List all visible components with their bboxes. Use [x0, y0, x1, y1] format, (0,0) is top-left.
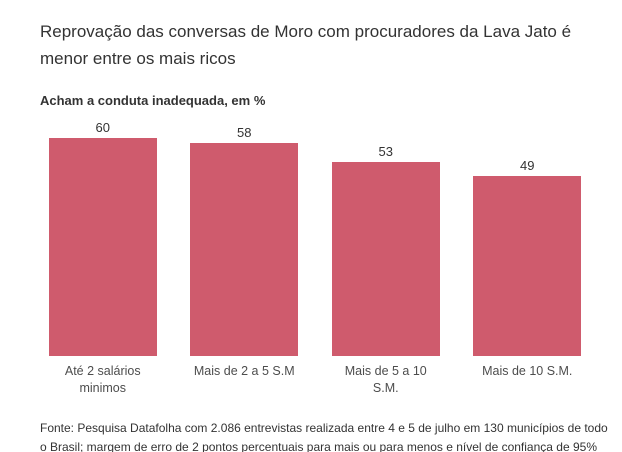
bar-value-label: 53 — [378, 144, 393, 160]
bar-category-label: Mais de 2 a 5 S.M — [193, 364, 295, 379]
bar-area: 53 — [315, 120, 457, 357]
bars-row: 60 Até 2 salários minimos 58 Mais de 2 a 5 … — [32, 120, 598, 397]
bar — [48, 138, 157, 357]
bar-column: 53 Mais de 5 a 10 S.M. — [315, 120, 457, 397]
bar-value-label: 60 — [95, 120, 110, 136]
bar — [331, 162, 440, 357]
bar — [473, 176, 582, 357]
chart-subtitle: Acham a conduta inadequada, em % — [40, 93, 266, 109]
bar-chart: 60 Até 2 salários minimos 58 Mais de 2 a 5 … — [32, 120, 598, 397]
bar-column: 60 Até 2 salários minimos — [32, 120, 174, 397]
bar-area: 49 — [457, 120, 599, 357]
bar-column: 58 Mais de 2 a 5 S.M — [174, 120, 316, 397]
source-note: Fonte: Pesquisa Datafolha com 2.086 entr… — [40, 421, 608, 452]
chart-title: Reprovação das conversas de Moro com pro… — [40, 22, 572, 69]
bar-value-label: 58 — [237, 125, 252, 141]
bar-area: 58 — [174, 120, 316, 357]
bar-column: 49 Mais de 10 S.M. — [457, 120, 599, 397]
bar-category-label: Até 2 salários minimos — [64, 364, 141, 396]
bar-category-label: Mais de 5 a 10 S.M. — [344, 364, 427, 396]
bar-category-label: Mais de 10 S.M. — [482, 364, 573, 379]
bar — [190, 143, 299, 357]
bar-value-label: 49 — [520, 158, 535, 174]
bar-area: 60 — [32, 120, 174, 357]
